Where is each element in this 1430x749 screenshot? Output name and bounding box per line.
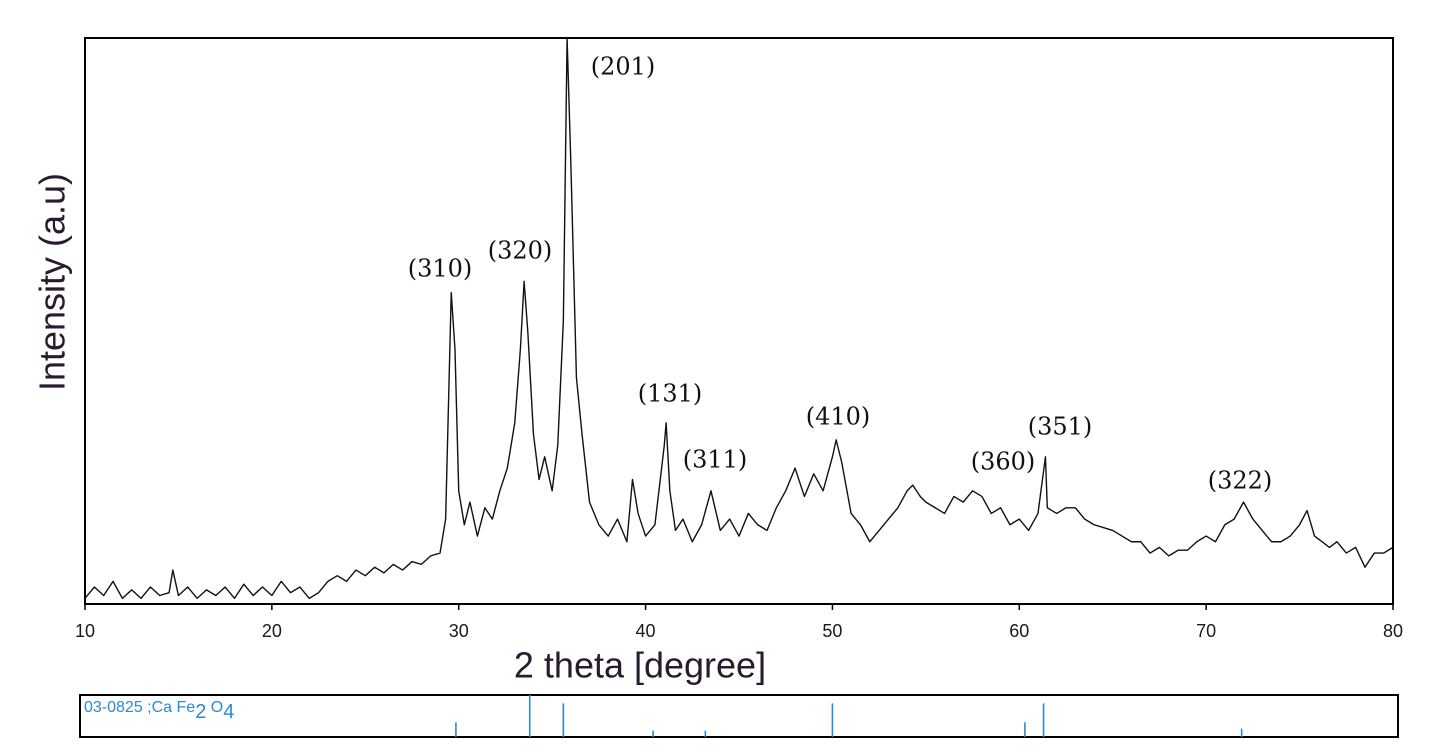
xrd-line (84, 37, 1394, 600)
reference-frame (79, 694, 1399, 738)
plot-frame (84, 37, 1394, 605)
peak-label: (410) (806, 403, 871, 431)
x-tick-label: 40 (636, 621, 656, 641)
x-axis-title: 2 theta [degree] (514, 645, 766, 686)
label-part: O (206, 699, 223, 716)
label-part: 2 (195, 701, 206, 723)
peak-label: (360) (971, 448, 1036, 476)
label-part: 4 (223, 701, 234, 723)
label-part: 03-0825 ;Ca Fe (84, 699, 195, 716)
x-tick-label: 20 (262, 621, 282, 641)
peak-label: (201) (591, 53, 656, 81)
x-tick-label: 30 (449, 621, 469, 641)
peak-label: (131) (638, 380, 703, 408)
x-tick-label: 70 (1196, 621, 1216, 641)
peak-label: (322) (1208, 467, 1273, 495)
peak-label: (311) (683, 446, 748, 474)
y-axis-title: Intensity (a.u) (32, 173, 73, 391)
x-tick-label: 80 (1383, 621, 1403, 641)
peak-label: (310) (408, 255, 473, 283)
x-tick-label: 60 (1009, 621, 1029, 641)
x-tick-label: 10 (75, 621, 95, 641)
peak-label: (320) (488, 237, 553, 265)
reference-label: 03-0825 ;Ca Fe2 O4 (84, 699, 234, 723)
peak-label: (351) (1028, 413, 1093, 441)
x-tick-label: 50 (822, 621, 842, 641)
